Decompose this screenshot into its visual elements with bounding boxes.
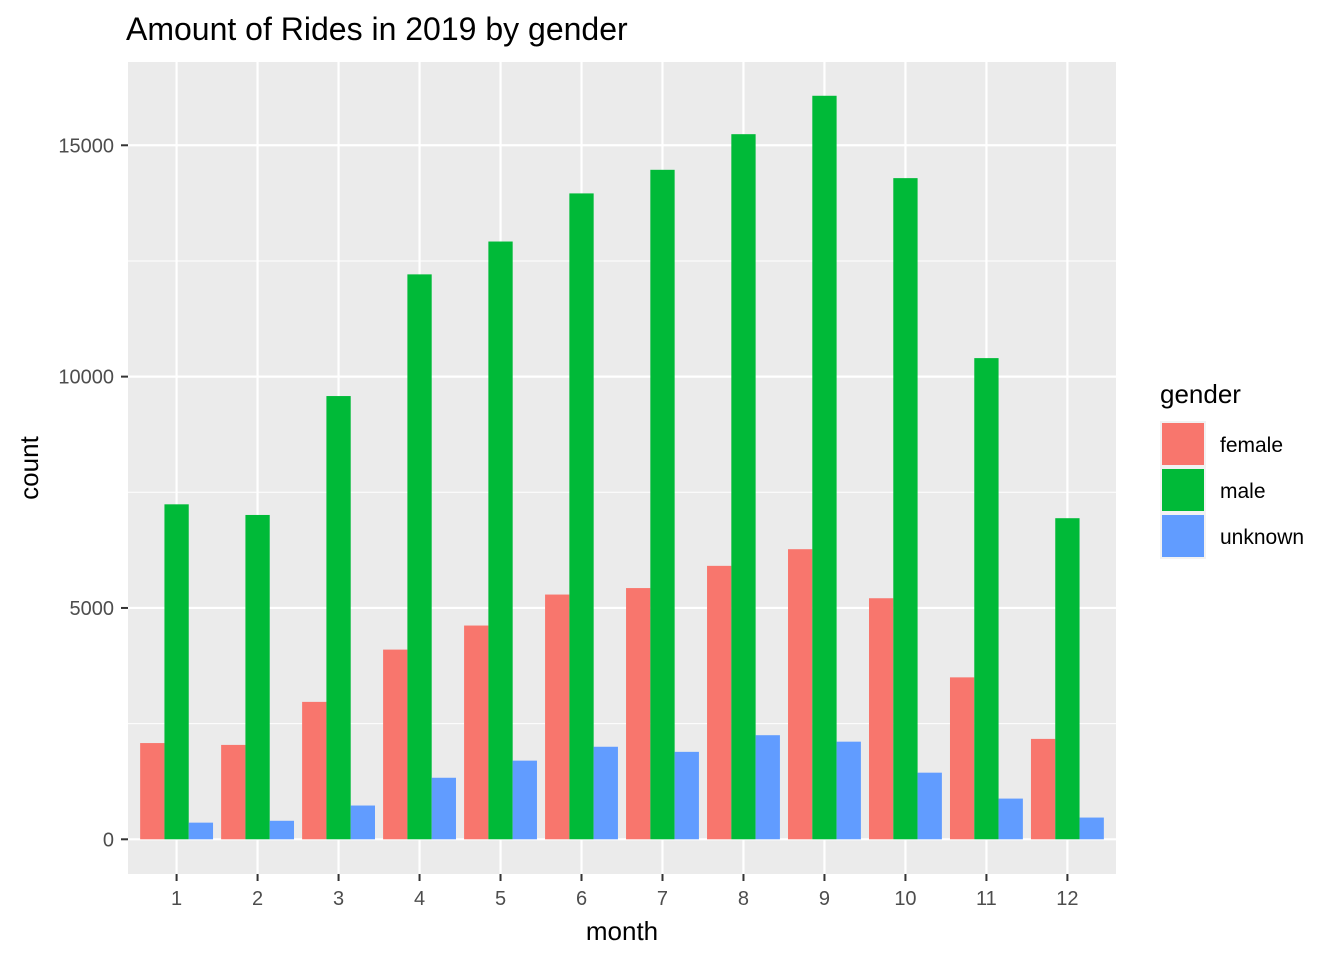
legend-label-female: female xyxy=(1220,434,1283,457)
bar-male-5 xyxy=(488,241,513,840)
bar-female-3 xyxy=(302,701,327,840)
x-tick-label: 4 xyxy=(414,888,425,910)
bar-female-1 xyxy=(140,743,165,840)
y-tick-label: 0 xyxy=(103,829,114,851)
bar-male-6 xyxy=(569,193,594,840)
bar-female-9 xyxy=(788,549,813,840)
x-tick-label: 11 xyxy=(976,888,997,910)
bar-female-7 xyxy=(626,588,651,840)
bar-female-2 xyxy=(221,744,246,840)
bar-male-2 xyxy=(245,514,270,840)
legend-key-unknown xyxy=(1162,515,1204,557)
bar-unknown-3 xyxy=(350,805,375,840)
bar-unknown-6 xyxy=(593,746,618,840)
bar-male-8 xyxy=(731,134,756,840)
bar-female-4 xyxy=(383,649,408,840)
bar-male-7 xyxy=(650,169,675,840)
bar-male-4 xyxy=(407,274,432,840)
x-tick-label: 8 xyxy=(738,888,749,910)
bar-female-8 xyxy=(707,565,732,840)
y-axis-title: count xyxy=(14,435,44,499)
x-tick-label: 12 xyxy=(1056,888,1078,910)
bars xyxy=(140,95,1104,840)
legend-key-female xyxy=(1162,423,1204,465)
y-tick-label: 10000 xyxy=(58,367,114,389)
bar-male-10 xyxy=(893,178,918,840)
legend-label-male: male xyxy=(1220,480,1266,503)
x-tick-label: 1 xyxy=(171,888,182,910)
bar-unknown-11 xyxy=(998,798,1023,840)
bar-unknown-12 xyxy=(1079,817,1104,840)
x-tick-label: 5 xyxy=(495,888,506,910)
x-tick-label: 9 xyxy=(819,888,830,910)
x-tick-label: 2 xyxy=(252,888,263,910)
bar-female-5 xyxy=(464,625,489,840)
y-tick-label: 5000 xyxy=(70,598,115,620)
bar-female-11 xyxy=(949,677,975,840)
legend: gender female male unknown xyxy=(1160,379,1304,559)
bar-female-6 xyxy=(545,594,570,840)
x-tick-label: 3 xyxy=(333,888,344,910)
bar-male-1 xyxy=(164,504,189,840)
bar-unknown-2 xyxy=(269,820,295,840)
x-tick-label: 10 xyxy=(894,888,916,910)
bar-female-10 xyxy=(869,598,894,840)
bar-male-12 xyxy=(1055,518,1080,840)
y-tick-label: 15000 xyxy=(58,135,114,157)
chart-title: Amount of Rides in 2019 by gender xyxy=(126,11,628,47)
x-axis: 1 2 3 4 5 6 7 8 9 10 11 12 xyxy=(171,874,1079,910)
bar-unknown-9 xyxy=(836,741,861,840)
legend-label-unknown: unknown xyxy=(1220,526,1304,549)
bar-male-3 xyxy=(326,396,351,840)
bar-unknown-8 xyxy=(755,735,780,840)
x-tick-label: 6 xyxy=(576,888,587,910)
bar-unknown-4 xyxy=(431,777,456,840)
y-axis: 0 5000 10000 15000 xyxy=(58,135,128,851)
x-tick-label: 7 xyxy=(657,888,668,910)
legend-key-male xyxy=(1162,469,1204,511)
bar-female-12 xyxy=(1030,738,1056,840)
bar-unknown-1 xyxy=(188,822,214,840)
bar-unknown-7 xyxy=(674,751,699,840)
bar-unknown-10 xyxy=(917,772,942,840)
legend-title: gender xyxy=(1160,379,1241,409)
bar-unknown-5 xyxy=(512,760,537,840)
bar-male-9 xyxy=(812,95,837,840)
bar-male-11 xyxy=(974,358,999,840)
x-axis-title: month xyxy=(586,916,658,946)
